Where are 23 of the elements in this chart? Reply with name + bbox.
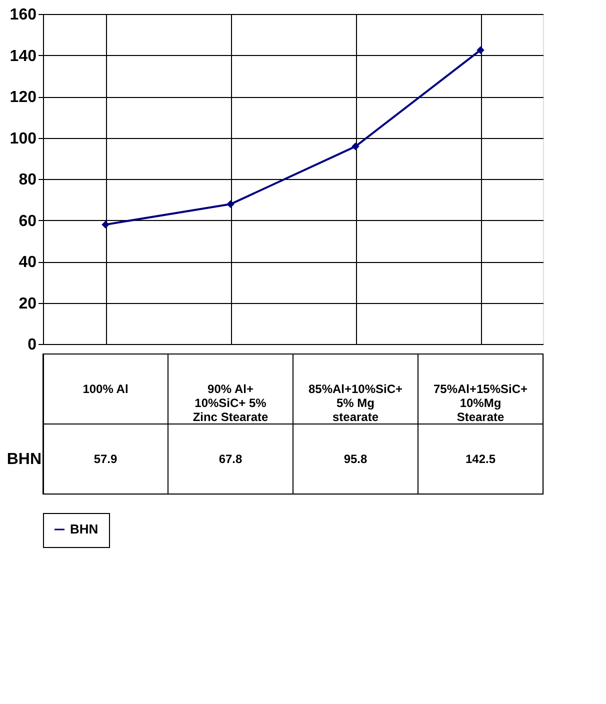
point xyxy=(476,46,484,54)
y-tick-label: 120 xyxy=(10,89,37,106)
point xyxy=(102,220,110,228)
x-tick-label: 85%Al+10%SiC+5% Mg stearate xyxy=(308,382,403,424)
legend-label: BHN xyxy=(70,522,98,536)
data-label: 57.9 xyxy=(94,452,118,466)
y-tick-label: 140 xyxy=(10,48,37,65)
data-label: 95.8 xyxy=(344,452,368,466)
x-tick-label: 75%Al+15%SiC+10%Mg Stearate xyxy=(433,382,528,424)
y-tick-label: 20 xyxy=(18,295,37,312)
y-tick-label: 100 xyxy=(10,130,37,148)
y-tick-label: 80 xyxy=(18,172,37,188)
y-tick-label: 160 xyxy=(10,6,37,24)
y-tick-label: 0 xyxy=(28,336,37,354)
point xyxy=(226,200,234,208)
x-tick-label: 90% Al+10%SiC+ 5% Zinc Stearate xyxy=(192,382,268,424)
point xyxy=(352,142,360,150)
text: BHN xyxy=(6,451,42,468)
y-tick-label: 60 xyxy=(18,212,37,230)
y-tick-label: 40 xyxy=(18,254,37,271)
data-label: 142.5 xyxy=(465,452,496,466)
data-label: 67.8 xyxy=(218,452,242,466)
x-tick-label: 100% Al xyxy=(82,382,128,396)
